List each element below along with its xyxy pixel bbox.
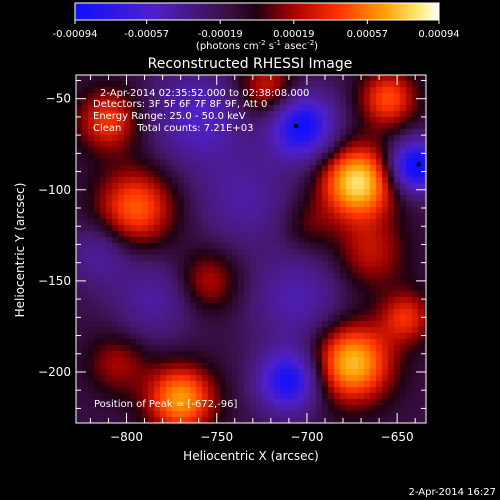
clean-counts-text: Clean Total counts: 7.21E+03 [93,123,253,134]
x-tick-label: −750 [200,430,233,444]
y-axis-label: Heliocentric Y (arcsec) [13,183,27,318]
footer-timestamp: 2-Apr-2014 16:27 [409,487,496,498]
colorbar-tick-label: 0.00057 [347,29,388,40]
colorbar-gradient [74,2,440,21]
peak-marker [416,162,421,167]
plot-area: −800 −750 −700 −650 −50 −100 −150 −200 [38,74,427,444]
x-axis-label: Heliocentric X (arcsec) [183,449,319,463]
colorbar-tick-label: 0.00019 [273,29,314,40]
colorbar-tick-label: -0.00019 [198,29,243,40]
y-tick-label: −50 [46,92,71,106]
peak-marker [294,124,299,129]
y-tick-label: −200 [38,365,71,379]
detectors-text: Detectors: 3F 5F 6F 7F 8F 9F, Att 0 [93,99,267,110]
time-range-text: 2-Apr-2014 02:35:52.000 to 02:38:08.000 [100,88,309,99]
x-tick-label: −650 [381,430,414,444]
colorbar: -0.00094 -0.00057 -0.00019 0.00019 0.00057 0.… [53,2,460,52]
colorbar-units: (photons cm-2 s-1 asec-2) [196,39,318,52]
energy-range-text: Energy Range: 25.0 - 50.0 keV [93,111,246,122]
axis-ticks: −800 −750 −700 −650 −50 −100 −150 −200 [38,75,426,444]
x-tick-label: −700 [290,430,323,444]
colorbar-tick-label: 0.00094 [418,29,459,40]
y-tick-label: −150 [38,274,71,288]
colorbar-tick-label: -0.00057 [124,29,169,40]
colorbar-tick-label: -0.00094 [53,29,98,40]
plot-frame [75,74,427,424]
annotations: 2-Apr-2014 02:35:52.000 to 02:38:08.000 … [93,88,309,410]
peak-position-text: Position of Peak = [-672,-96] [94,399,238,410]
peak-markers [294,124,421,167]
x-tick-label: −800 [110,430,143,444]
y-tick-label: −100 [38,183,71,197]
chart-title: Reconstructed RHESSI Image [148,56,353,72]
colorbar-ticks: -0.00094 -0.00057 -0.00019 0.00019 0.00057 0.… [53,20,460,40]
heatmap-canvas [76,75,426,423]
